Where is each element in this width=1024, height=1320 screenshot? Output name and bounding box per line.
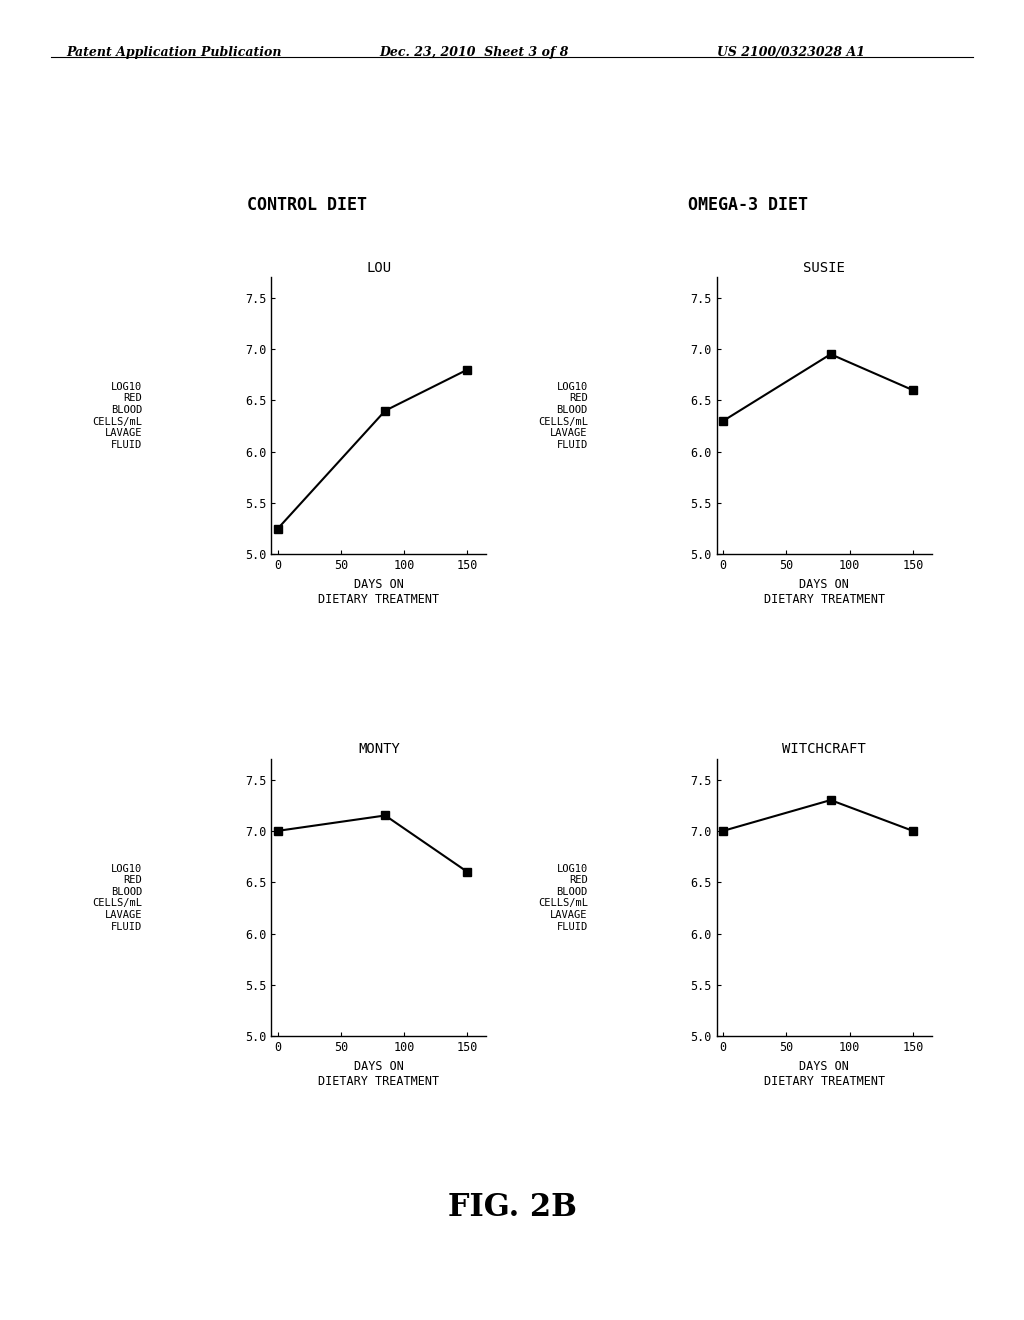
Text: US 2100/0323028 A1: US 2100/0323028 A1 [717,46,865,59]
Text: CONTROL DIET: CONTROL DIET [247,195,368,214]
Title: LOU: LOU [367,260,391,275]
Text: Dec. 23, 2010  Sheet 3 of 8: Dec. 23, 2010 Sheet 3 of 8 [379,46,568,59]
X-axis label: DAYS ON
DIETARY TREATMENT: DAYS ON DIETARY TREATMENT [764,578,885,606]
Title: WITCHCRAFT: WITCHCRAFT [782,742,866,756]
Y-axis label: LOG10
RED
BLOOD
CELLS/mL
LAVAGE
FLUID: LOG10 RED BLOOD CELLS/mL LAVAGE FLUID [538,381,588,450]
Title: SUSIE: SUSIE [804,260,845,275]
Text: OMEGA-3 DIET: OMEGA-3 DIET [687,195,808,214]
Y-axis label: LOG10
RED
BLOOD
CELLS/mL
LAVAGE
FLUID: LOG10 RED BLOOD CELLS/mL LAVAGE FLUID [92,381,142,450]
Text: FIG. 2B: FIG. 2B [447,1192,577,1224]
Text: Patent Application Publication: Patent Application Publication [67,46,282,59]
Y-axis label: LOG10
RED
BLOOD
CELLS/mL
LAVAGE
FLUID: LOG10 RED BLOOD CELLS/mL LAVAGE FLUID [92,863,142,932]
Y-axis label: LOG10
RED
BLOOD
CELLS/mL
LAVAGE
FLUID: LOG10 RED BLOOD CELLS/mL LAVAGE FLUID [538,863,588,932]
X-axis label: DAYS ON
DIETARY TREATMENT: DAYS ON DIETARY TREATMENT [764,1060,885,1088]
X-axis label: DAYS ON
DIETARY TREATMENT: DAYS ON DIETARY TREATMENT [318,1060,439,1088]
X-axis label: DAYS ON
DIETARY TREATMENT: DAYS ON DIETARY TREATMENT [318,578,439,606]
Title: MONTY: MONTY [358,742,399,756]
